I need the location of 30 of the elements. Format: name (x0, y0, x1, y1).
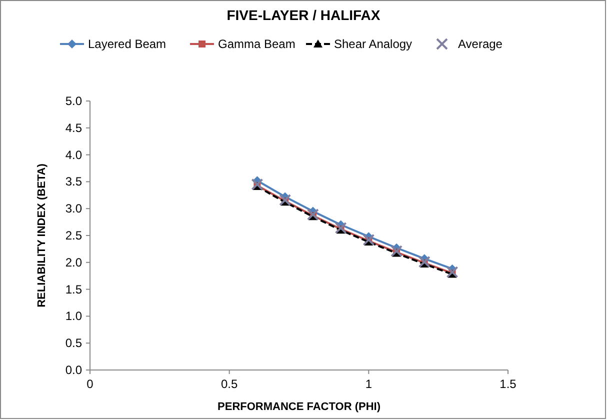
legend-label: Shear Analogy (334, 37, 412, 51)
y-tick-label: 1.0 (65, 309, 82, 324)
x-tick-label: 1 (365, 377, 372, 391)
x-tick-label: 1.5 (500, 377, 517, 391)
y-axis-title: RELIABILITY INDEX (BETA) (36, 163, 48, 308)
y-tick-label: 2.0 (65, 255, 82, 270)
y-tick-label: 4.5 (65, 120, 82, 135)
x-tick-label: 0.5 (220, 377, 238, 391)
y-tick-label: 3.5 (65, 174, 82, 189)
point (390, 245, 403, 258)
y-tick-label: 1.5 (65, 282, 82, 296)
legend-label: Gamma Beam (218, 37, 296, 51)
x-axis-title: PERFORMANCE FACTOR (PHI) (218, 401, 381, 413)
point (306, 208, 319, 221)
legend-label: Layered Beam (88, 37, 166, 51)
y-tick-label: 0.0 (65, 363, 82, 377)
point (251, 178, 264, 190)
x-tick-label: 0 (86, 377, 94, 391)
y-tick-label: 4.0 (65, 148, 82, 162)
y-tick-label: 2.5 (65, 228, 82, 242)
point (362, 234, 375, 246)
point (446, 266, 458, 278)
chart-title: FIVE-LAYER / HALIFAX (226, 7, 381, 23)
y-tick-label: 5.0 (65, 94, 82, 108)
point (334, 222, 347, 234)
y-tick-label: 3.0 (65, 202, 82, 216)
point (279, 194, 292, 206)
legend-label: Average (458, 37, 503, 51)
y-tick-label: 0.5 (65, 336, 82, 350)
point (418, 256, 430, 268)
